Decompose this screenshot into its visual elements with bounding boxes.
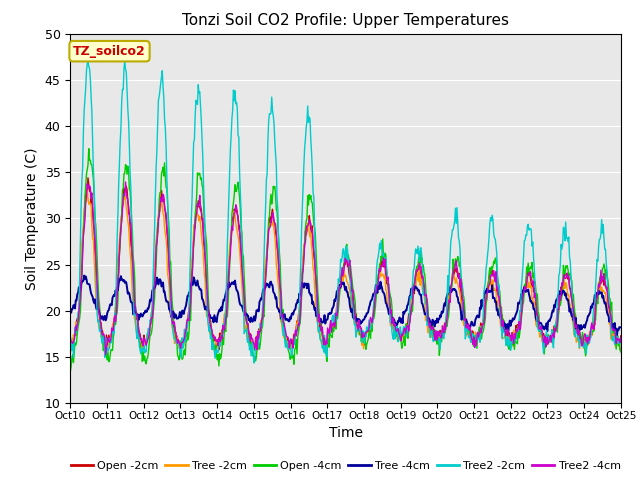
- X-axis label: Time: Time: [328, 426, 363, 440]
- Legend: Open -2cm, Tree -2cm, Open -4cm, Tree -4cm, Tree2 -2cm, Tree2 -4cm: Open -2cm, Tree -2cm, Open -4cm, Tree -4…: [66, 457, 625, 476]
- Y-axis label: Soil Temperature (C): Soil Temperature (C): [25, 147, 39, 289]
- Text: TZ_soilco2: TZ_soilco2: [73, 45, 146, 58]
- Title: Tonzi Soil CO2 Profile: Upper Temperatures: Tonzi Soil CO2 Profile: Upper Temperatur…: [182, 13, 509, 28]
